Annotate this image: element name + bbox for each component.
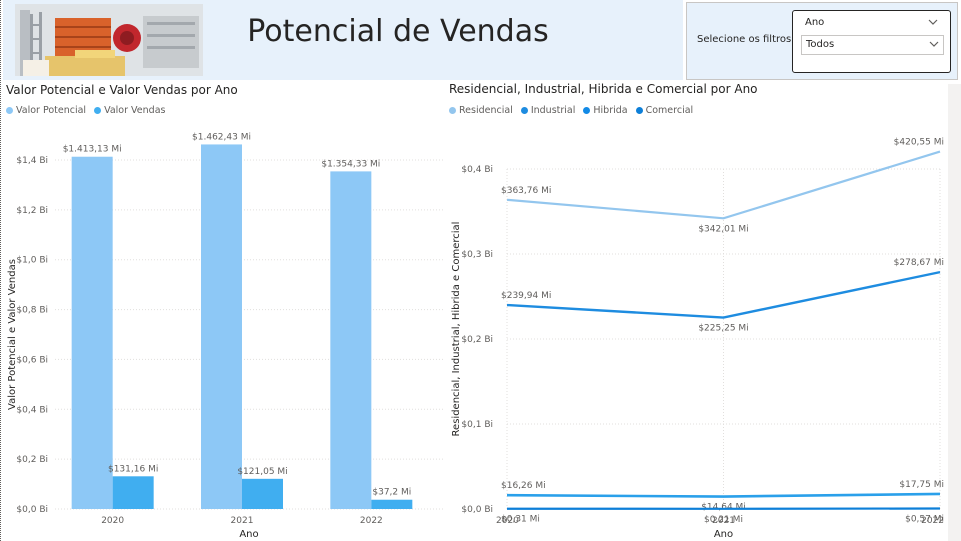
y-tick-label: $1,4 Bi [16,156,48,166]
legend-item-hibrida[interactable]: Hibrida [583,105,628,116]
x-tick-label: 2021 [231,516,254,526]
data-label: $363,76 Mi [501,186,551,196]
bar-chart-title: Valor Potencial e Valor Vendas por Ano [6,83,238,97]
data-label: $225,25 Mi [698,324,748,334]
legend-label: Valor Potencial [16,105,87,116]
vertical-scrollbar[interactable] [948,84,961,541]
y-tick-label: $0,4 Bi [16,405,48,415]
data-label: $121,05 Mi [237,467,287,477]
x-axis-title: Ano [239,529,258,540]
x-axis-title: Ano [714,529,733,540]
y-tick-label: $0,6 Bi [16,355,48,365]
y-tick-label: $0,4 Bi [461,165,493,175]
legend-label: Hibrida [593,105,628,116]
legend-item-valor-vendas[interactable]: Valor Vendas [94,105,165,116]
data-label: $420,55 Mi [894,138,944,148]
chevron-down-icon[interactable] [927,16,939,28]
y-axis-title: Valor Potencial e Valor Vendas [7,259,18,410]
data-label: $278,67 Mi [894,258,944,268]
legend-marker-icon [449,107,456,114]
x-tick-label: 2022 [921,516,944,526]
legend-marker-icon [6,107,13,114]
data-label: $131,16 Mi [108,464,158,474]
filter-panel: Selecione os filtros: Ano Todos [686,2,958,80]
slicer-field-label: Ano [805,17,825,28]
bar-valor-vendas [242,478,283,509]
y-tick-label: $0,0 Bi [461,505,493,515]
y-axis-title: Residencial, Industrial, Hibrida e Comer… [451,222,462,437]
slicer-header-ano[interactable]: Ano [801,14,942,32]
y-tick-label: $0,2 Bi [461,335,493,345]
canvas-left-border [0,0,4,541]
bar-valor-potencial [330,171,372,509]
data-label: $1.462,43 Mi [192,132,251,142]
data-label: $17,75 Mi [899,480,944,490]
y-tick-label: $0,0 Bi [16,505,48,515]
data-label: $0,57 Mi [905,515,944,525]
bar-valor-potencial [201,144,242,510]
data-label: $239,94 Mi [501,291,551,301]
bar-valor-vendas [371,499,413,509]
data-label: $342,01 Mi [698,224,748,234]
legend-marker-icon [583,107,591,114]
report-header: Potencial de Vendas [3,0,683,80]
data-label: $37,2 Mi [372,488,411,498]
y-tick-label: $0,2 Bi [16,455,48,465]
series-line-hibrida [506,492,941,498]
chevron-down-icon[interactable] [928,38,940,50]
y-tick-label: $0,8 Bi [16,306,48,316]
filter-prompt-label: Selecione os filtros: [697,34,795,45]
data-label: $0,21 Mi [704,515,743,525]
bar-valor-potencial [71,156,113,510]
legend-marker-icon [635,107,643,114]
bar-valor-vendas [112,476,154,509]
data-label: $1.413,13 Mi [63,145,122,155]
line-chart-title: Residencial, Industrial, Hibrida e Comer… [449,82,758,96]
line-chart-legend: Residencial Industrial Hibrida Comercial [449,105,693,116]
series-line-industrial [506,270,941,319]
logo-construction-materials-image [15,4,203,76]
x-tick-label: 2022 [360,516,383,526]
legend-label: Comercial [645,105,694,116]
x-tick-label: 2021 [712,516,735,526]
legend-item-residencial[interactable]: Residencial [449,105,513,116]
line-chart[interactable]: $0,0 Bi $0,1 Bi $0,2 Bi $0,3 Bi $0,4 Bi $363,… [446,118,948,541]
bar-chart[interactable]: $0,0 Bi $0,2 Bi $0,4 Bi $0,6 Bi $0,8 Bi $1,0 … [0,118,450,541]
data-label: $16,26 Mi [501,481,546,491]
legend-label: Industrial [530,105,576,116]
legend-label: Valor Vendas [104,105,166,116]
legend-item-comercial[interactable]: Comercial [635,105,694,116]
series-line-residencial [506,150,941,220]
y-tick-label: $0,3 Bi [461,250,493,260]
year-dropdown-value: Todos [806,39,835,50]
legend-label: Residencial [459,105,513,116]
year-slicer: Ano Todos [792,10,951,73]
x-tick-label: 2020 [496,516,519,526]
legend-item-industrial[interactable]: Industrial [520,105,576,116]
legend-marker-icon [94,107,102,114]
data-label: $0,31 Mi [501,515,540,525]
y-tick-label: $1,2 Bi [16,206,48,216]
x-tick-label: 2020 [101,516,124,526]
page-title: Potencial de Vendas [247,14,549,49]
bar-chart-legend: Valor Potencial Valor Vendas [6,105,165,116]
data-label: $1.354,33 Mi [321,159,380,169]
legend-marker-icon [520,107,528,114]
year-dropdown[interactable]: Todos [801,35,944,55]
legend-item-valor-potencial[interactable]: Valor Potencial [6,105,86,116]
y-tick-label: $0,1 Bi [461,420,493,430]
data-label: $14,64 Mi [701,503,746,513]
y-tick-label: $1,0 Bi [16,256,48,266]
